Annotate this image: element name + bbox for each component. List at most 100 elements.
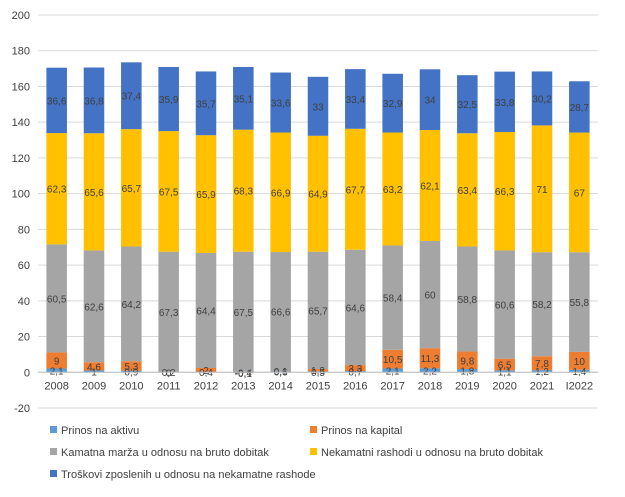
data-label: 66,9: [271, 188, 291, 199]
x-tick-label: 2010: [119, 380, 143, 392]
bar-segment: [531, 71, 553, 126]
data-label: 65,7: [122, 184, 142, 195]
bar-segment: [195, 367, 217, 372]
bar-segment: [158, 251, 179, 372]
bar-segment: [345, 128, 366, 250]
data-label: 66,6: [271, 308, 291, 319]
y-tick-label: 100: [12, 189, 30, 201]
data-label: 9,8: [460, 356, 474, 367]
bar-segment: [382, 368, 403, 373]
x-tick-label: I2022: [566, 380, 594, 392]
data-label: 33,8: [495, 98, 515, 109]
data-label: 9: [54, 356, 60, 367]
bar-segment: [457, 246, 478, 352]
data-label: 35,1: [234, 94, 254, 105]
x-tick-label: 2013: [231, 380, 255, 392]
legend-swatch: [50, 470, 57, 477]
bars: [46, 62, 590, 374]
bar-segment: [345, 365, 366, 372]
bar-segment: [457, 369, 478, 373]
data-label: 28,7: [570, 103, 590, 114]
y-tick-label: 160: [12, 81, 30, 93]
data-label: 58,4: [383, 294, 403, 305]
bar-segment: [195, 135, 217, 253]
data-label: 6,5: [498, 361, 512, 372]
x-tick-label: 2012: [194, 380, 218, 392]
x-tick-label: 2020: [492, 380, 516, 392]
bar-segment: [419, 368, 441, 373]
bar-segment: [494, 71, 515, 133]
legend-label: Prinos na aktivu: [61, 425, 139, 437]
data-label: 62,6: [84, 302, 104, 313]
y-tick-label: 60: [18, 260, 30, 272]
data-label: -0,1: [235, 369, 253, 380]
data-label: 58,8: [458, 295, 478, 306]
bar-segment: [270, 252, 291, 372]
data-label: 67,5: [159, 187, 179, 198]
bar-segment: [457, 75, 478, 134]
bar-segment: [121, 370, 142, 373]
data-label: 60,6: [495, 301, 515, 312]
data-label: 63,2: [383, 185, 403, 196]
bar-segment: [382, 73, 403, 133]
bar-segment: [158, 66, 179, 132]
data-label: 37,4: [122, 92, 142, 103]
data-label: 64,6: [346, 303, 366, 314]
data-label: 1,3: [311, 366, 325, 377]
data-label: 58,2: [532, 300, 552, 311]
data-label: 1: [91, 367, 97, 378]
x-tick-label: 2009: [82, 380, 106, 392]
data-label: 33,4: [346, 95, 366, 106]
bar-segment: [419, 69, 441, 131]
bar-segment: [569, 81, 590, 133]
data-label: 0,2: [162, 368, 176, 379]
legend-label: Prinos na kapital: [321, 425, 402, 437]
bar-segment: [83, 250, 105, 363]
data-label: 36,8: [84, 96, 104, 107]
bar-segment: [569, 252, 590, 352]
data-label: 62,1: [420, 182, 440, 193]
data-label: 67,3: [159, 308, 179, 319]
data-label: 67,5: [234, 308, 254, 319]
x-tick-label: 2014: [268, 380, 292, 392]
data-label: 2: [203, 366, 209, 377]
bar-segment: [494, 132, 515, 251]
y-tick-label: 20: [18, 332, 30, 344]
bar-segment: [531, 356, 553, 371]
bar-segment: [457, 351, 478, 370]
bar-segment: [307, 369, 329, 372]
bar-segment: [46, 133, 67, 245]
data-label: 64,9: [308, 190, 328, 201]
data-label: 5,3: [124, 362, 138, 373]
bar-segment: [46, 352, 67, 369]
bar-segment: [419, 130, 441, 241]
data-label: 0: [166, 368, 172, 379]
data-label: 33: [312, 102, 324, 113]
legend-label: Nekamatni rashodi u odnosu na bruto dobi…: [321, 447, 543, 459]
bar-segment: [569, 369, 590, 373]
data-label: 64,4: [196, 306, 216, 317]
bar-segment: [494, 370, 515, 373]
bar-segment: [494, 250, 515, 359]
bar-segment: [382, 245, 403, 350]
legend-label: Troškovi zposlenih u odnosu na nekamatne…: [61, 469, 316, 481]
bar-segment: [569, 132, 590, 253]
legend-swatch: [310, 448, 317, 455]
x-tick-label: 2018: [418, 380, 442, 392]
bar-segment: [83, 67, 105, 134]
bar-segment: [195, 252, 217, 368]
bar-segment: [382, 132, 403, 246]
bar-segment: [270, 72, 291, 133]
y-tick-label: 0: [24, 367, 30, 379]
bar-segment: [158, 131, 179, 252]
data-label: 1,1: [498, 367, 512, 378]
bar-segment: [46, 368, 67, 373]
data-label: 64,2: [122, 300, 142, 311]
data-label: 0,9: [124, 367, 138, 378]
bar-segment: [233, 66, 254, 130]
bar-segment: [46, 244, 67, 353]
data-label: 0,5: [311, 368, 325, 379]
x-tick-label: 2011: [157, 380, 181, 392]
